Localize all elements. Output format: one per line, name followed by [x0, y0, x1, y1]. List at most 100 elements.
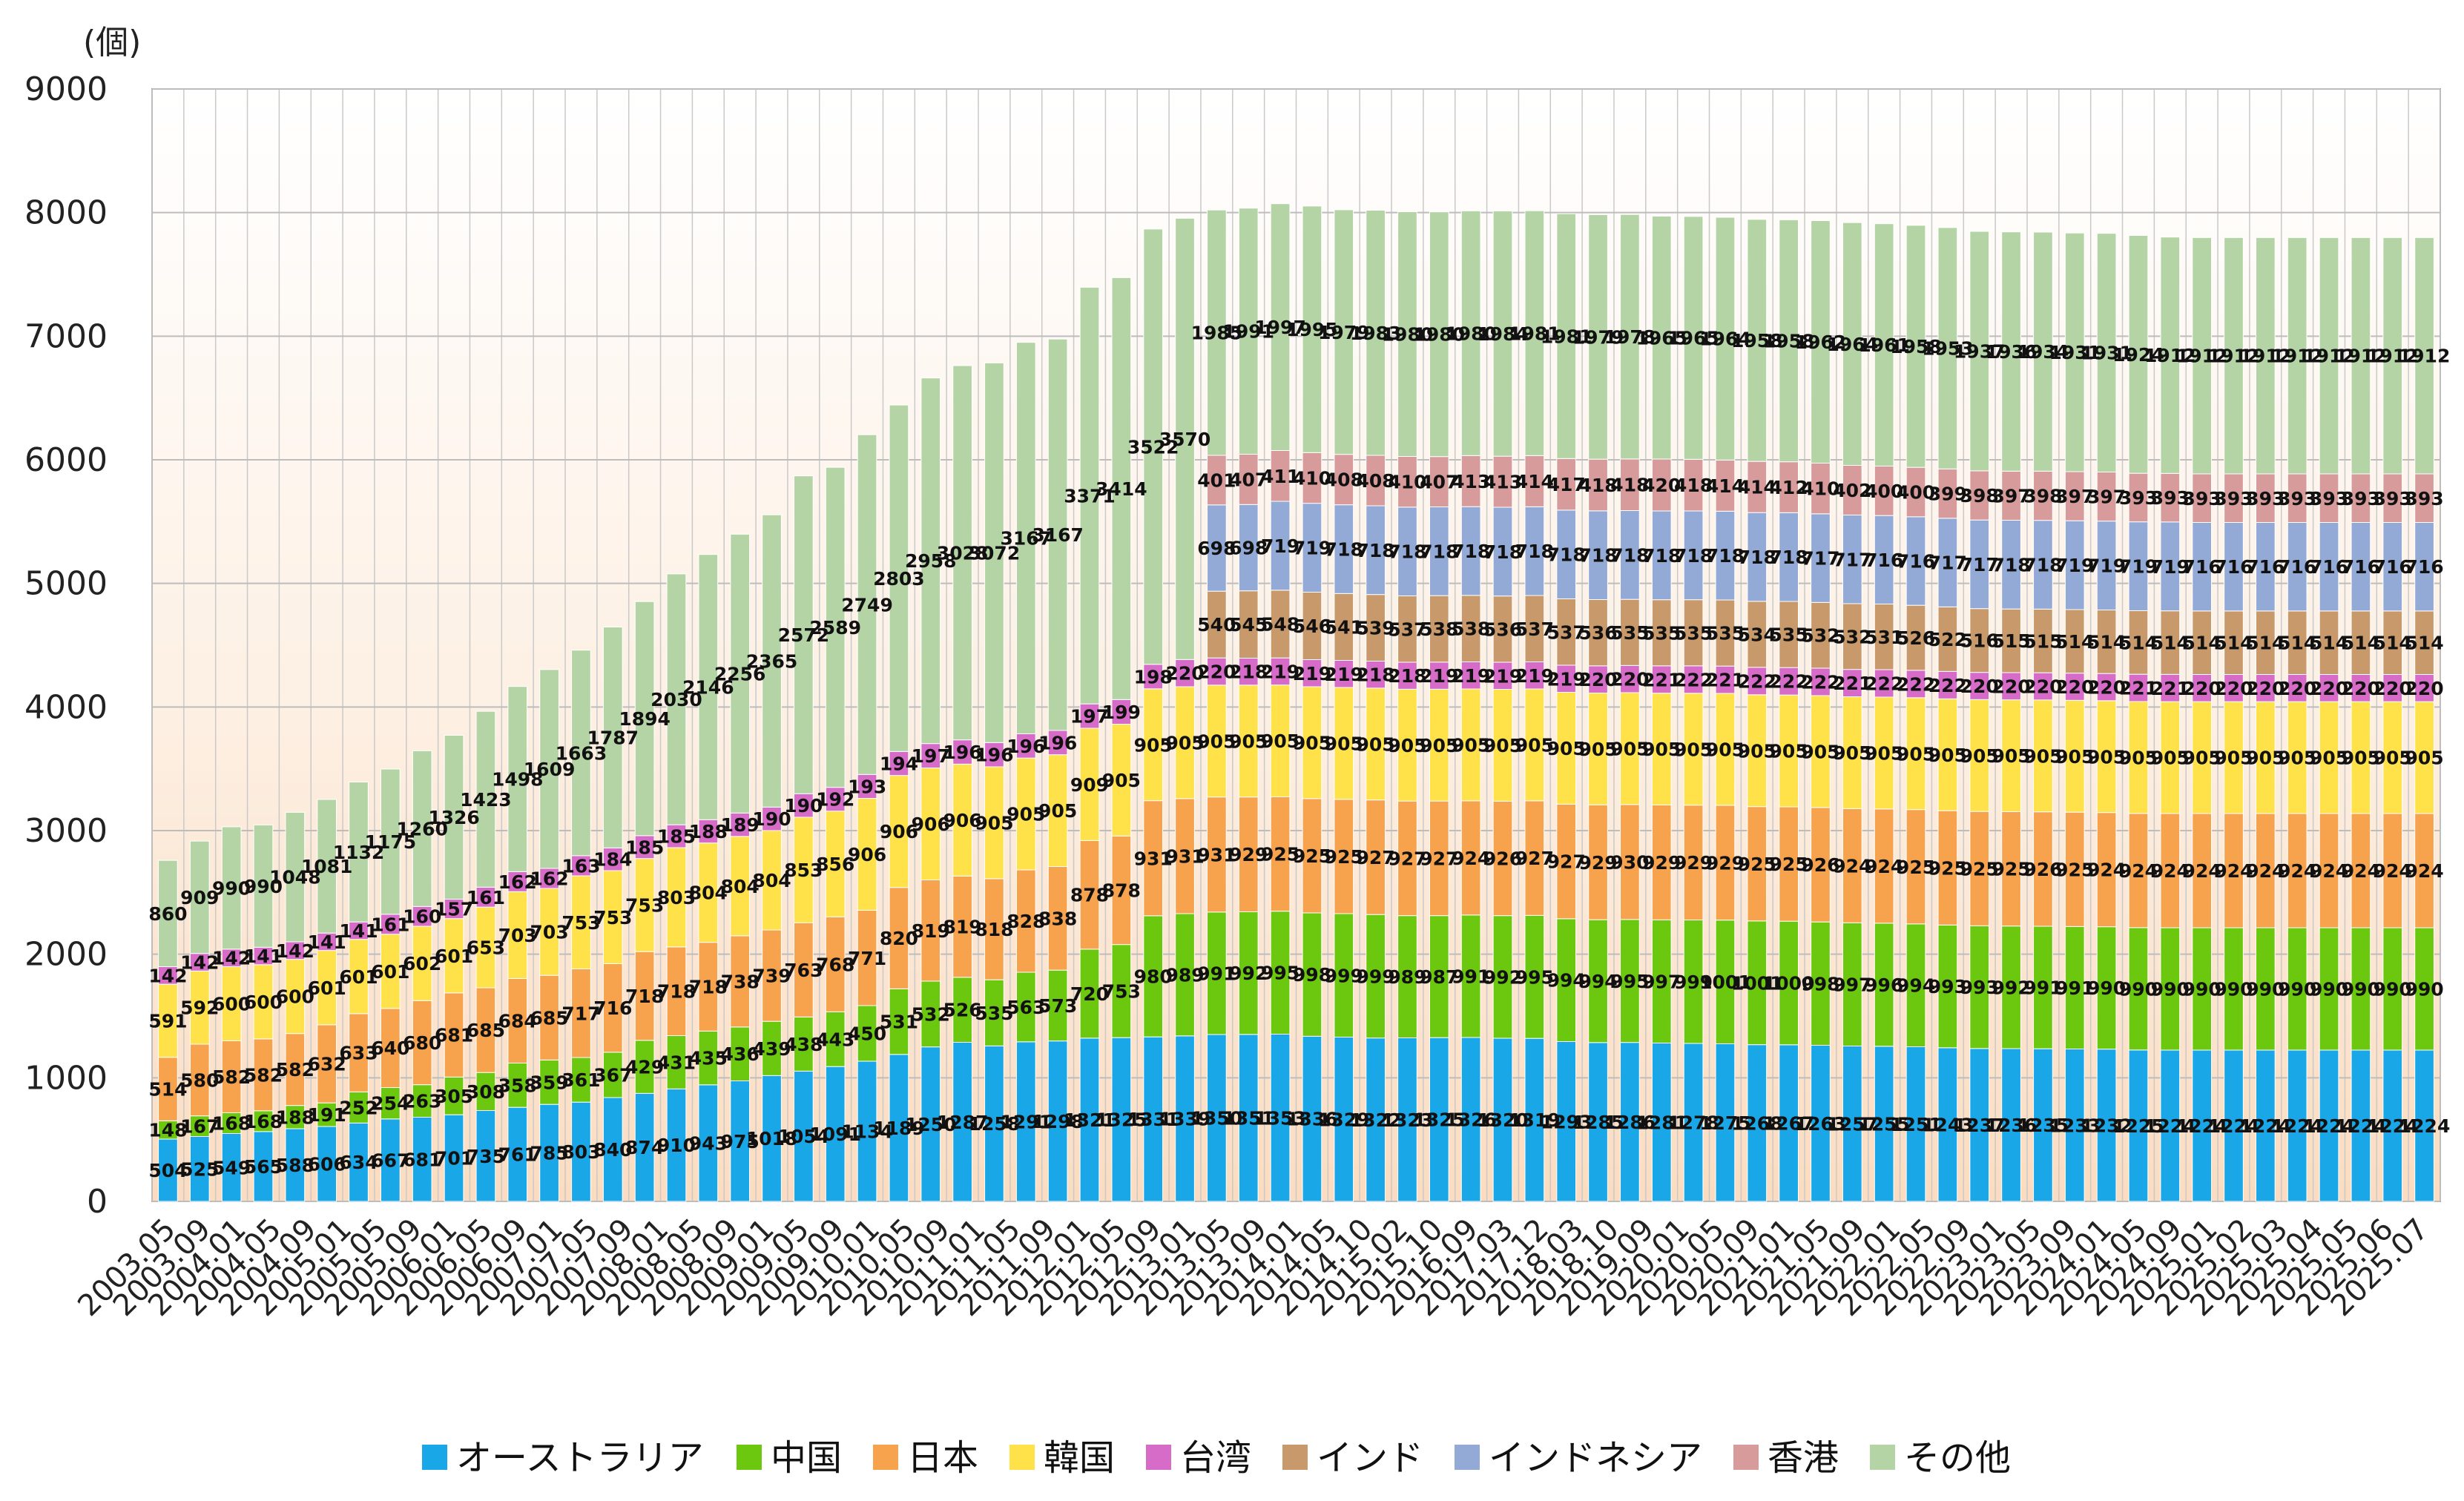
data-label: 141	[339, 920, 378, 942]
data-label: 535	[975, 1003, 1013, 1024]
bar-segment	[1302, 503, 1322, 593]
data-label: 994	[1547, 970, 1586, 992]
y-tick-label: 8000	[24, 194, 108, 232]
bar-segment	[1715, 805, 1736, 921]
data-label: 191	[308, 1104, 346, 1126]
bar-segment	[1969, 231, 1990, 472]
bar-segment	[1397, 1037, 1417, 1202]
bar-segment	[1715, 920, 1736, 1044]
bar-segment	[825, 466, 846, 788]
data-label: 925	[1293, 845, 1331, 867]
data-label: 194	[880, 753, 918, 775]
data-label: 1961	[1858, 334, 1910, 356]
data-label: 3570	[1159, 429, 1211, 450]
bar-segment	[602, 847, 623, 871]
data-label: 716	[1865, 550, 1903, 571]
data-label: 397	[1992, 485, 2030, 507]
data-label: 698	[1229, 538, 1268, 559]
data-label: 719	[2151, 556, 2190, 578]
data-label: 514	[2246, 633, 2285, 654]
data-label: 220	[2374, 678, 2412, 699]
bar-segment	[1683, 216, 1704, 460]
bar-segment	[1238, 684, 1259, 798]
data-label: 685	[530, 1007, 568, 1029]
data-label: 220	[2342, 678, 2380, 699]
bar-segment	[381, 1008, 401, 1089]
bar-segment	[2064, 699, 2085, 813]
bar-segment	[1334, 687, 1354, 800]
bar-segment	[857, 798, 877, 911]
data-label: 718	[1483, 541, 1522, 563]
data-label: 718	[689, 977, 728, 998]
data-label: 515	[2023, 630, 2062, 652]
data-label: 1912	[2399, 346, 2451, 367]
data-label: 930	[1610, 851, 1649, 873]
bar-segment	[602, 627, 623, 848]
bar-segment	[2287, 927, 2307, 1051]
data-label: 909	[1070, 774, 1109, 796]
data-label: 410	[1293, 468, 1331, 489]
data-label: 358	[498, 1075, 537, 1096]
data-label: 924	[2342, 860, 2380, 882]
bar-segment	[1715, 510, 1736, 601]
bar-segment	[1366, 505, 1386, 596]
data-label: 3028	[937, 542, 989, 564]
data-label: 516	[1960, 630, 1999, 652]
data-label: 1351	[1222, 1107, 1274, 1129]
data-label: 2572	[778, 624, 830, 646]
data-label: 1331	[1127, 1109, 1179, 1130]
data-label: 602	[403, 953, 441, 974]
data-label: 189	[721, 814, 760, 836]
bar-segment	[1492, 800, 1513, 917]
data-label: 1985	[1191, 323, 1243, 344]
bar-segment	[1111, 699, 1132, 725]
bar-segment	[666, 1088, 687, 1202]
data-label: 989	[1165, 964, 1204, 986]
data-label: 905	[2405, 748, 2443, 769]
data-label: 990	[2087, 977, 2126, 999]
data-label: 532	[912, 1003, 950, 1025]
data-label: 633	[339, 1043, 378, 1064]
data-label: 1233	[2049, 1115, 2101, 1136]
bar-segment	[1302, 592, 1322, 660]
data-label: 526	[1897, 627, 1935, 649]
bar-segment	[2033, 520, 2053, 610]
data-label: 1000	[1763, 973, 1815, 994]
data-label: 407	[1229, 469, 1268, 490]
bar-segment	[1651, 458, 1672, 512]
bar-segment	[1524, 595, 1545, 662]
data-label: 142	[276, 940, 314, 962]
bar-segment	[1460, 455, 1481, 507]
bar-segment	[2064, 1049, 2085, 1202]
bar-segment	[794, 1070, 814, 1202]
data-label: 719	[2119, 556, 2158, 578]
y-tick-label: 2000	[24, 936, 108, 974]
data-label: 992	[1229, 963, 1268, 984]
data-label: 2803	[873, 568, 925, 590]
data-label: 2030	[650, 689, 702, 710]
data-label: 220	[2405, 678, 2443, 699]
legend-label: 中国	[771, 1437, 842, 1479]
bar-segment	[2064, 232, 2085, 472]
legend-label: 韓国	[1044, 1437, 1115, 1479]
data-label: 541	[1325, 616, 1363, 638]
data-label: 990	[2405, 979, 2443, 1000]
bar-segment	[2064, 520, 2085, 610]
data-label: 565	[244, 1156, 283, 1178]
bar-segment	[1366, 799, 1386, 915]
bar-segment	[571, 875, 591, 969]
data-label: 905	[1897, 743, 1935, 765]
bar-segment	[762, 514, 782, 808]
data-label: 1225	[2112, 1115, 2164, 1137]
bar-segment	[1811, 601, 1831, 669]
data-label: 1984	[1477, 323, 1529, 345]
data-label: 218	[1229, 662, 1268, 683]
bar-segment	[2192, 1049, 2213, 1202]
data-label: 411	[1261, 466, 1299, 487]
data-label: 653	[467, 937, 505, 959]
bar-segment	[857, 434, 877, 775]
bar-segment	[1556, 1041, 1577, 1202]
bar-segment	[2033, 926, 2053, 1049]
bar-segment	[2128, 1049, 2149, 1202]
bar-segment	[634, 601, 655, 837]
